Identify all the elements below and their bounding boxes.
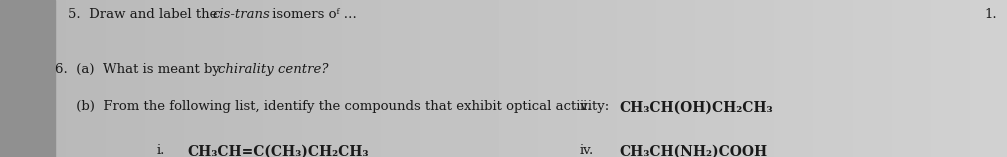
Text: 5.  Draw and label the: 5. Draw and label the [68,8,223,21]
Text: 6.  (a)  What is meant by: 6. (a) What is meant by [55,63,225,76]
Text: chirality centre?: chirality centre? [218,63,328,76]
Text: CH₃CH=C(CH₃)CH₂CH₃: CH₃CH=C(CH₃)CH₂CH₃ [187,144,369,157]
Text: iv.: iv. [580,144,594,157]
Text: CH₃CH(OH)CH₂CH₃: CH₃CH(OH)CH₂CH₃ [619,100,773,114]
Bar [0,0,55,157]
Text: 1.: 1. [984,8,997,21]
Text: CH₃CH(NH₂)COOH: CH₃CH(NH₂)COOH [619,144,767,157]
Text: (b)  From the following list, identify the compounds that exhibit optical activi: (b) From the following list, identify th… [55,100,609,114]
Text: ii.: ii. [580,100,592,114]
Text: isomers oᶠ …: isomers oᶠ … [268,8,357,21]
Text: cis-trans: cis-trans [212,8,270,21]
Text: i.: i. [156,144,164,157]
